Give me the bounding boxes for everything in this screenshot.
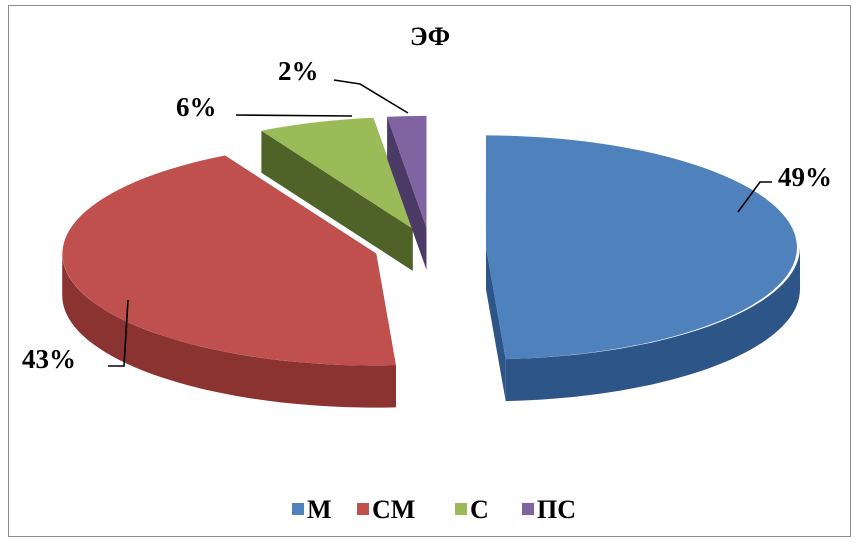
chart-title: ЭФ [410, 22, 450, 51]
pie-slice-c-cut-0 [261, 130, 413, 271]
data-label-c: 6% [176, 92, 217, 122]
legend-item-c: С [455, 495, 489, 524]
pie-slice-cm [62, 155, 396, 408]
legend-swatch-cm [357, 503, 369, 515]
legend-swatch-m [292, 503, 304, 515]
data-label-cm: 43% [22, 344, 76, 374]
leader-line-cm [108, 299, 129, 367]
pie-slice-cm-side [62, 253, 396, 408]
data-label-m: 49% [778, 162, 832, 192]
pie-slice-m-top [485, 135, 797, 360]
leader-line-pc [333, 79, 409, 114]
legend-item-pc: ПС [522, 495, 576, 524]
leader-line-c [235, 114, 353, 117]
legend-label-m: М [307, 495, 332, 524]
legend-swatch-pc [522, 503, 534, 515]
pie-slice-m-cut-1 [485, 247, 506, 402]
legend-item-cm: СМ [357, 495, 415, 524]
pie-slice-m [485, 135, 800, 402]
pie-slice-pc [387, 115, 427, 270]
legend-item-m: М [292, 495, 332, 524]
pie-slice-c-top [261, 117, 413, 229]
leader-line-m [737, 181, 772, 213]
leader-lines [108, 79, 772, 367]
data-label-pc: 2% [278, 56, 319, 86]
legend-swatch-c [455, 503, 467, 515]
legend-label-cm: СМ [372, 495, 415, 524]
pie-slice-cm-top [62, 155, 396, 366]
slices-layer [62, 115, 800, 408]
legend-label-c: С [470, 495, 489, 524]
pie-slice-m-side [505, 247, 800, 402]
pie-slice-pc-top [387, 115, 427, 228]
pie-slice-pc-cut-0 [387, 116, 427, 270]
legend-label-pc: ПС [537, 495, 576, 524]
pie-slice-c [261, 117, 413, 271]
legend: М СМ С ПС [292, 495, 576, 524]
